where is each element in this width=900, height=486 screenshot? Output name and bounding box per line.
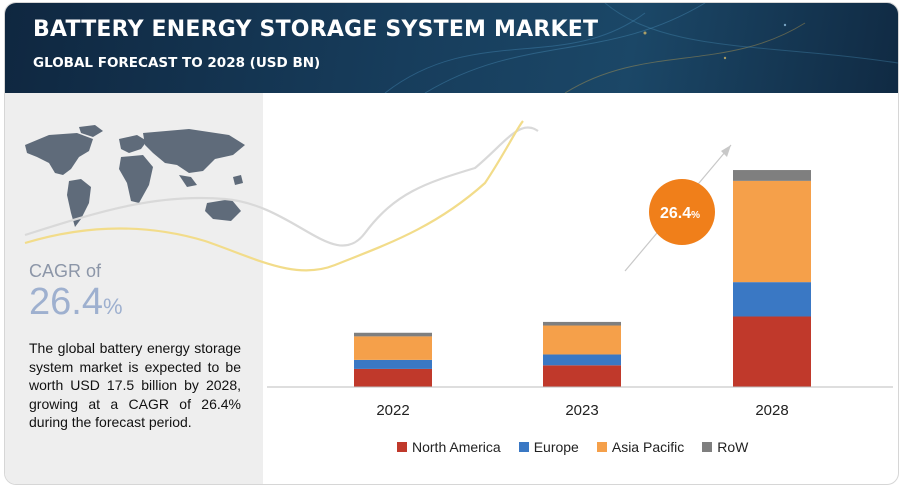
stacked-bar-chart: 2022 2023 2028 26.4%: [24, 120, 893, 419]
legend-item-row: RoW: [702, 439, 748, 455]
world-map-icon: [25, 125, 245, 227]
x-tick-label-2022: 2022: [376, 402, 409, 419]
legend-label-asia-pacific: Asia Pacific: [611, 439, 685, 455]
infographic-frame: BATTERY ENERGY STORAGE SYSTEM MARKET GLO…: [4, 2, 899, 485]
bar-2023-row: [543, 321, 621, 326]
page-subtitle: GLOBAL FORECAST TO 2028 (USD BN): [33, 55, 321, 71]
header-banner: BATTERY ENERGY STORAGE SYSTEM MARKET GLO…: [5, 3, 898, 93]
decorative-curves: [24, 120, 732, 272]
legend-label-row: RoW: [717, 439, 749, 455]
x-tick-label-2023: 2023: [565, 402, 598, 419]
x-tick-label-2028: 2028: [755, 402, 788, 419]
left-info-panel: CAGR of 26.4% The global battery energy …: [5, 93, 263, 484]
legend-swatch-asia-pacific: [596, 442, 607, 452]
bar-2023-europe: [543, 354, 621, 366]
legend-label-north-america: North America: [412, 439, 501, 455]
cagr-callout: 26.4%: [649, 179, 715, 245]
page-title: BATTERY ENERGY STORAGE SYSTEM MARKET: [33, 17, 599, 42]
bar-2022-asia-pacific: [354, 336, 432, 360]
trend-arrow-head: [721, 145, 731, 157]
cagr-unit: %: [102, 294, 123, 319]
bar-2028-europe: [733, 282, 811, 317]
legend-swatch-row: [702, 442, 713, 452]
bar-group: [354, 170, 811, 387]
legend-swatch-europe: [518, 442, 529, 452]
x-axis-labels: 2022 2023 2028: [376, 402, 788, 419]
cagr-callout-circle: [649, 179, 715, 245]
bar-2028-row: [733, 170, 811, 181]
bar-2022-row: [354, 332, 432, 337]
bar-2023-north-america: [543, 365, 621, 387]
bar-2028-north-america: [733, 316, 811, 387]
cagr-label: CAGR of: [29, 261, 102, 281]
legend-item-asia-pacific: Asia Pacific: [596, 439, 685, 455]
bar-2022-europe: [354, 359, 432, 369]
cagr-callout-value: 26.4%: [660, 205, 700, 222]
legend-label-europe: Europe: [533, 439, 579, 455]
bar-2023-asia-pacific: [543, 325, 621, 355]
cagr-value: 26.4%: [29, 281, 123, 324]
chart-legend: North America Europe Asia Pacific RoW: [397, 439, 748, 455]
cagr-number: 26.4: [29, 281, 103, 323]
legend-swatch-north-america: [397, 442, 407, 452]
market-summary-text: The global battery energy storage system…: [29, 340, 241, 430]
legend-item-europe: Europe: [518, 439, 579, 455]
header-background-art: [384, 3, 898, 93]
bar-2028-asia-pacific: [733, 180, 811, 283]
bar-2022-north-america: [354, 368, 432, 387]
legend-item-north-america: North America: [397, 439, 501, 455]
